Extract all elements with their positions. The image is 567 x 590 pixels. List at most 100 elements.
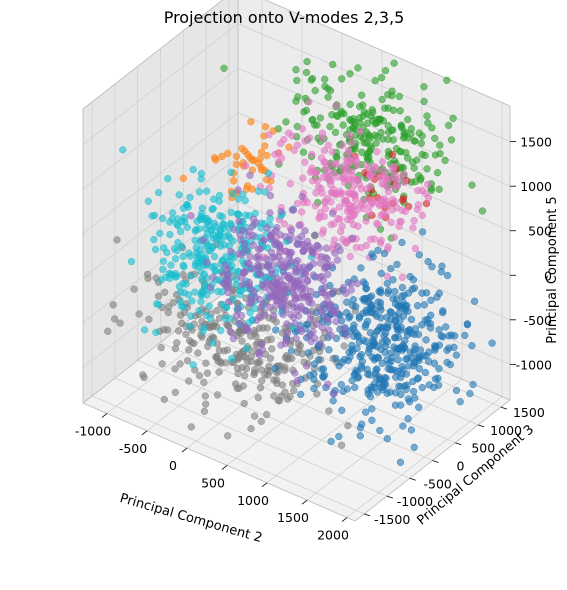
data-point-cluster-8 bbox=[221, 280, 229, 288]
data-point-cluster-6 bbox=[439, 308, 447, 317]
data-point-cluster-6 bbox=[351, 383, 359, 392]
x-tick-mark bbox=[141, 430, 148, 436]
data-point-cluster-8 bbox=[324, 270, 332, 279]
data-point-cluster-5 bbox=[113, 236, 121, 244]
data-point-cluster-8 bbox=[240, 240, 249, 248]
data-point-cluster-5 bbox=[251, 365, 259, 374]
data-point-cluster-7 bbox=[215, 191, 224, 200]
data-point-cluster-7 bbox=[183, 223, 191, 232]
data-point-cluster-1 bbox=[404, 115, 412, 124]
data-point-cluster-5 bbox=[235, 354, 243, 362]
data-point-cluster-6 bbox=[287, 347, 296, 355]
data-point-cluster-4 bbox=[374, 221, 382, 229]
data-point-cluster-7 bbox=[210, 252, 219, 261]
data-point-cluster-4 bbox=[365, 209, 373, 217]
data-point-cluster-1 bbox=[423, 165, 431, 173]
data-point-cluster-6 bbox=[403, 381, 411, 389]
data-point-cluster-8 bbox=[342, 331, 351, 340]
data-point-cluster-1 bbox=[292, 97, 300, 105]
data-point-cluster-6 bbox=[461, 331, 469, 340]
data-point-cluster-7 bbox=[167, 270, 175, 279]
data-point-cluster-8 bbox=[268, 253, 276, 262]
data-point-cluster-1 bbox=[293, 76, 301, 85]
data-point-cluster-8 bbox=[276, 241, 284, 249]
data-point-cluster-4 bbox=[301, 158, 309, 166]
data-point-cluster-4 bbox=[341, 175, 349, 183]
y-tick-label: -500 bbox=[424, 476, 452, 491]
data-point-cluster-7 bbox=[197, 169, 206, 178]
data-point-cluster-1 bbox=[366, 134, 374, 142]
data-point-cluster-5 bbox=[223, 346, 232, 354]
data-point-cluster-6 bbox=[396, 458, 405, 466]
data-point-cluster-4 bbox=[312, 168, 320, 177]
data-point-cluster-4 bbox=[293, 199, 302, 208]
data-point-cluster-4 bbox=[342, 239, 350, 247]
data-point-cluster-4 bbox=[409, 224, 417, 232]
grid-line-z bbox=[237, 67, 511, 187]
data-point-cluster-8 bbox=[300, 293, 308, 301]
data-point-cluster-6 bbox=[364, 348, 373, 356]
chart-title: Projection onto V-modes 2,3,5 bbox=[164, 8, 405, 27]
data-point-cluster-4 bbox=[383, 272, 391, 280]
data-point-cluster-8 bbox=[332, 317, 340, 326]
data-point-cluster-6 bbox=[393, 349, 401, 357]
data-point-cluster-7 bbox=[154, 300, 163, 309]
data-point-cluster-8 bbox=[321, 283, 329, 292]
data-point-cluster-8 bbox=[263, 262, 271, 270]
data-point-cluster-7 bbox=[179, 252, 187, 261]
data-point-cluster-4 bbox=[348, 171, 356, 179]
grid-line-z bbox=[82, 67, 239, 190]
data-point-cluster-4 bbox=[332, 101, 340, 110]
data-point-cluster-8 bbox=[295, 221, 303, 229]
data-point-cluster-4 bbox=[396, 173, 404, 181]
data-point-cluster-6 bbox=[366, 305, 374, 313]
data-point-cluster-7 bbox=[178, 217, 186, 225]
data-point-cluster-6 bbox=[377, 269, 385, 278]
data-point-cluster-8 bbox=[323, 297, 332, 305]
data-point-cluster-4 bbox=[299, 174, 307, 182]
data-point-cluster-5 bbox=[266, 354, 275, 362]
data-point-cluster-1 bbox=[389, 106, 398, 114]
data-point-cluster-6 bbox=[399, 422, 407, 430]
data-point-cluster-5 bbox=[109, 301, 117, 309]
tick-labels: -1000 -500 0 500 1000 1500 2000 -1500 -1000 -500 0… bbox=[75, 135, 552, 543]
data-point-cluster-4 bbox=[345, 131, 354, 140]
data-point-cluster-5 bbox=[255, 324, 263, 332]
data-point-cluster-7 bbox=[226, 315, 235, 323]
data-point-cluster-1 bbox=[443, 76, 451, 84]
data-point-cluster-5 bbox=[140, 373, 148, 382]
data-point-cluster-8 bbox=[266, 209, 274, 217]
data-point-cluster-6 bbox=[399, 366, 407, 374]
data-point-cluster-1 bbox=[428, 124, 436, 132]
data-point-cluster-8 bbox=[316, 340, 324, 348]
data-point-cluster-5 bbox=[183, 357, 192, 365]
data-point-cluster-5 bbox=[185, 337, 194, 345]
data-point-cluster-7 bbox=[156, 229, 164, 238]
data-point-cluster-1 bbox=[400, 132, 409, 140]
data-point-cluster-6 bbox=[397, 373, 405, 382]
data-point-cluster-5 bbox=[224, 432, 232, 440]
data-point-cluster-5 bbox=[171, 388, 179, 397]
data-point-cluster-5 bbox=[263, 336, 272, 344]
data-point-cluster-5 bbox=[185, 377, 193, 385]
data-point-cluster-6 bbox=[443, 346, 451, 354]
data-point-cluster-8 bbox=[226, 327, 234, 336]
data-point-cluster-4 bbox=[342, 196, 350, 205]
data-point-cluster-6 bbox=[376, 426, 384, 435]
data-point-cluster-8 bbox=[277, 207, 285, 216]
x-tick-mark bbox=[341, 517, 348, 522]
data-point-cluster-1 bbox=[423, 112, 431, 120]
data-point-cluster-6 bbox=[378, 324, 386, 332]
data-point-cluster-6 bbox=[319, 372, 327, 380]
data-point-cluster-8 bbox=[246, 253, 254, 261]
data-point-cluster-4 bbox=[367, 235, 375, 243]
data-point-cluster-2 bbox=[258, 166, 266, 174]
data-point-cluster-8 bbox=[329, 209, 337, 217]
data-point-cluster-5 bbox=[270, 392, 278, 400]
data-point-cluster-7 bbox=[195, 307, 203, 315]
x-tick-label: 2000 bbox=[317, 528, 349, 543]
data-point-cluster-5 bbox=[213, 391, 222, 399]
data-point-cluster-7 bbox=[187, 272, 195, 280]
data-point-cluster-8 bbox=[268, 269, 276, 278]
data-point-cluster-7 bbox=[254, 187, 263, 195]
